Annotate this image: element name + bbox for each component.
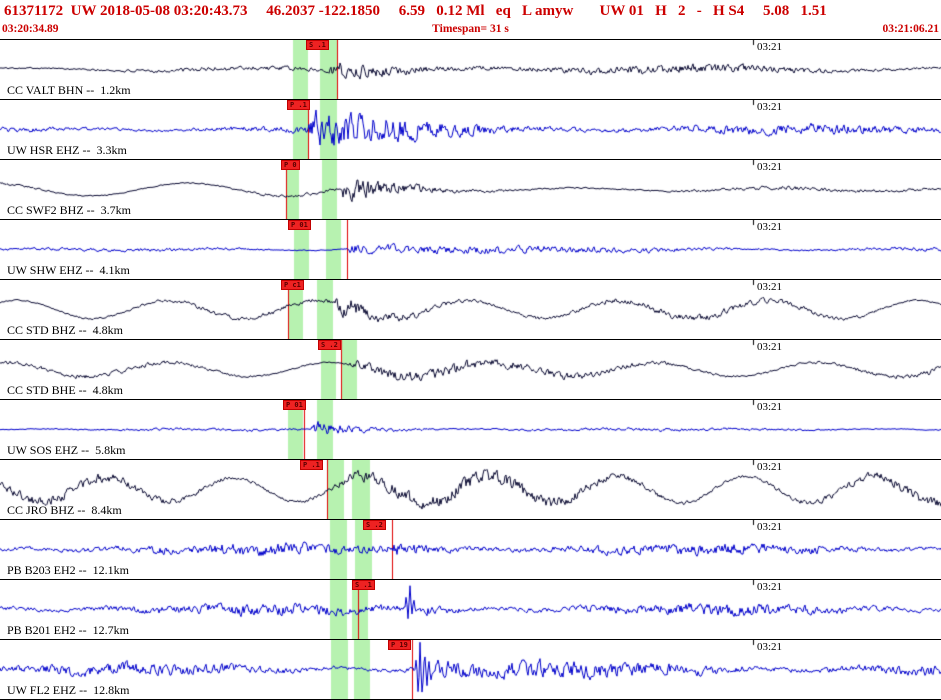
minute-label: 03:21 xyxy=(757,641,783,653)
pick-flag[interactable]: P 19 xyxy=(388,640,411,650)
minute-label: 03:21 xyxy=(757,461,783,473)
trace-label: CC SWF2 BHZ -- 3.7km xyxy=(7,203,132,217)
trace-row: 03:21 S .1 PB B201 EH2 -- 12.7km xyxy=(0,580,941,640)
waveform-canvas[interactable] xyxy=(0,460,941,519)
waveform-canvas[interactable] xyxy=(0,640,941,699)
event-summary-text: 61371172 UW 2018-05-08 03:20:43.73 46.20… xyxy=(4,2,827,19)
trace-label: UW SOS EHZ -- 5.8km xyxy=(7,443,126,457)
waveform-canvas[interactable] xyxy=(0,400,941,459)
trace-label: PB B201 EH2 -- 12.7km xyxy=(7,623,130,637)
time-bar: 03:20:34.89 Timespan= 31 s 03:21:06.21 xyxy=(0,22,941,40)
pick-flag[interactable]: P 0 xyxy=(281,160,300,170)
waveform-canvas[interactable] xyxy=(0,40,941,99)
window-start-time: 03:20:34.89 xyxy=(2,23,59,35)
pick-flag[interactable]: S .2 xyxy=(363,520,386,530)
pick-flag[interactable]: P .1 xyxy=(300,460,323,470)
trace-row: 03:21 P .1 UW HSR EHZ -- 3.3km xyxy=(0,100,941,160)
minute-label: 03:21 xyxy=(757,401,783,413)
trace-label: UW FL2 EHZ -- 12.8km xyxy=(7,683,130,697)
pick-flag[interactable]: P 01 xyxy=(283,400,306,410)
trace-row: 03:21 P 01 UW SHW EHZ -- 4.1km xyxy=(0,220,941,280)
minute-label: 03:21 xyxy=(757,101,783,113)
waveform-canvas[interactable] xyxy=(0,220,941,279)
trace-row: 03:21 S .1 CC VALT BHN -- 1.2km xyxy=(0,40,941,100)
waveform-canvas[interactable] xyxy=(0,160,941,219)
trace-row: 03:21 P 01 UW SOS EHZ -- 5.8km xyxy=(0,400,941,460)
trace-label: CC STD BHZ -- 4.8km xyxy=(7,323,124,337)
minute-label: 03:21 xyxy=(757,41,783,53)
minute-label: 03:21 xyxy=(757,281,783,293)
waveform-canvas[interactable] xyxy=(0,100,941,159)
minute-label: 03:21 xyxy=(757,521,783,533)
trace-row: 03:21 P .1 CC JRO BHZ -- 8.4km xyxy=(0,460,941,520)
trace-row: 03:21 P 0 CC SWF2 BHZ -- 3.7km xyxy=(0,160,941,220)
pick-flag[interactable]: P c1 xyxy=(281,280,304,290)
window-end-time: 03:21:06.21 xyxy=(882,23,939,35)
pick-flag[interactable]: P .1 xyxy=(287,100,310,110)
trace-label: CC JRO BHZ -- 8.4km xyxy=(7,503,122,517)
minute-label: 03:21 xyxy=(757,161,783,173)
trace-label: PB B203 EH2 -- 12.1km xyxy=(7,563,130,577)
waveform-canvas[interactable] xyxy=(0,580,941,639)
waveform-canvas[interactable] xyxy=(0,340,941,399)
trace-label: UW HSR EHZ -- 3.3km xyxy=(7,143,127,157)
pick-flag[interactable]: P 01 xyxy=(288,220,311,230)
trace-row: 03:21 S .2 CC STD BHE -- 4.8km xyxy=(0,340,941,400)
pick-flag[interactable]: S .1 xyxy=(306,40,329,50)
event-header: 61371172 UW 2018-05-08 03:20:43.73 46.20… xyxy=(0,0,941,22)
timespan-label: Timespan= 31 s xyxy=(432,23,509,35)
waveform-canvas[interactable] xyxy=(0,520,941,579)
trace-label: CC STD BHE -- 4.8km xyxy=(7,383,124,397)
pick-flag[interactable]: S .2 xyxy=(318,340,341,350)
waveform-canvas[interactable] xyxy=(0,280,941,339)
minute-label: 03:21 xyxy=(757,581,783,593)
pick-flag[interactable]: S .1 xyxy=(352,580,375,590)
trace-row: 03:21 P 19 UW FL2 EHZ -- 12.8km xyxy=(0,640,941,700)
trace-row: 03:21 S .2 PB B203 EH2 -- 12.1km xyxy=(0,520,941,580)
trace-area: 03:21 S .1 CC VALT BHN -- 1.2km 03:21 P .1 UW… xyxy=(0,40,941,700)
minute-label: 03:21 xyxy=(757,341,783,353)
trace-row: 03:21 P c1 CC STD BHZ -- 4.8km xyxy=(0,280,941,340)
minute-label: 03:21 xyxy=(757,221,783,233)
trace-label: UW SHW EHZ -- 4.1km xyxy=(7,263,130,277)
trace-label: CC VALT BHN -- 1.2km xyxy=(7,83,131,97)
